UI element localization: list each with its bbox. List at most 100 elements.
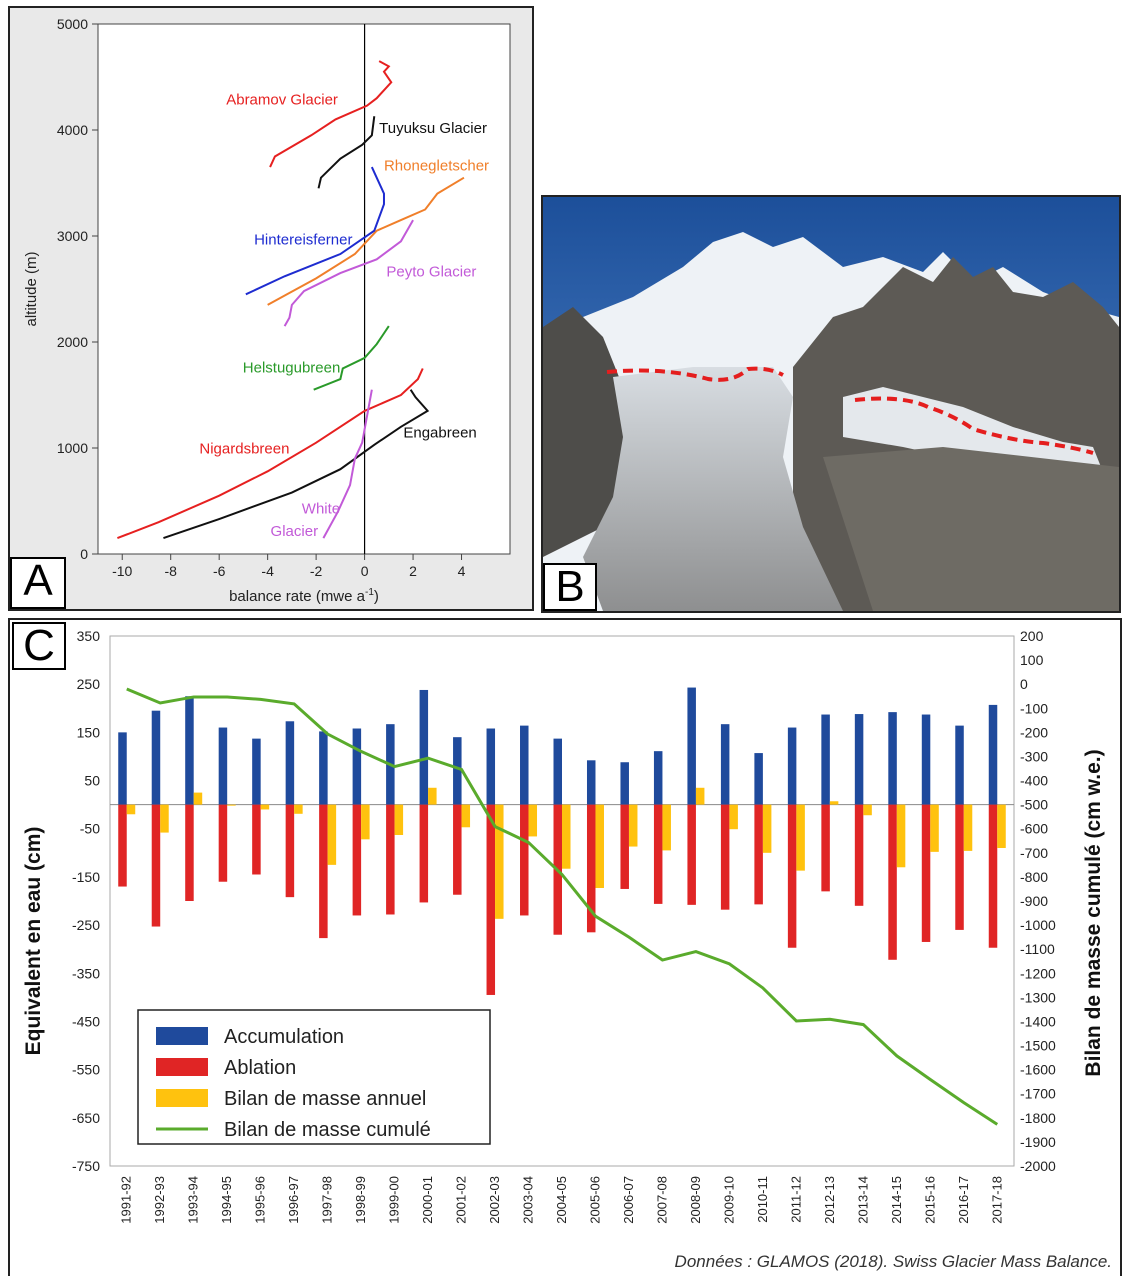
x-tick-label-c: 2009-10 — [721, 1176, 736, 1224]
glacier-photo — [543, 197, 1119, 611]
y-right-tick-label-c: 200 — [1020, 628, 1044, 644]
annual-balance-bar — [997, 804, 1006, 848]
x-tick-label-c: 2013-14 — [855, 1176, 870, 1224]
y-tick-label-c: 150 — [77, 724, 101, 740]
accumulation-bar — [955, 725, 964, 805]
annual-balance-bar — [294, 804, 303, 814]
accumulation-bar — [486, 728, 496, 805]
annual-balance-bar — [428, 787, 437, 805]
snowline-right — [854, 396, 1094, 455]
glacier-tongue — [583, 367, 843, 611]
y-right-tick-label-c: -1000 — [1020, 917, 1056, 933]
series-label-a: White — [302, 501, 340, 518]
ablation-bar — [520, 804, 529, 916]
y-right-tick-label-c: -800 — [1020, 869, 1048, 885]
ablation-bar — [151, 804, 161, 927]
snowline-left — [606, 366, 784, 382]
annual-balance-bar — [160, 804, 169, 833]
x-tick-label-a: 0 — [361, 563, 369, 579]
accumulation-bar — [352, 728, 362, 805]
accumulation-bar — [553, 738, 562, 805]
accumulation-bar — [888, 712, 897, 805]
annual-balance-bar — [863, 804, 872, 816]
y-tick-label-c: -50 — [80, 821, 100, 837]
ablation-bar — [821, 804, 830, 892]
x-tick-label-c: 2000-01 — [420, 1176, 435, 1224]
panel-c: 350 250 150 50 -50 -150 -250 -350 -450 -550 -650 -7… — [8, 618, 1122, 1276]
annual-balance-bar — [829, 801, 839, 805]
y-tick-label-c: -550 — [72, 1062, 100, 1078]
ablation-bar — [419, 804, 429, 903]
ablation-bar — [319, 804, 328, 939]
ablation-bar — [453, 804, 462, 895]
series-line-engabreen — [163, 389, 430, 540]
y-right-tick-label-c: -700 — [1020, 845, 1048, 861]
x-tick-label-c: 1994-95 — [219, 1176, 234, 1224]
ablation-bar — [252, 804, 261, 875]
series-line-hintereisferner — [245, 166, 385, 296]
y-tick-label-c: -450 — [72, 1013, 100, 1029]
x-tick-label-c: 1999-00 — [387, 1176, 402, 1224]
annual-balance-bar — [662, 804, 671, 851]
series-label-a: Helstugubreen — [243, 360, 341, 377]
x-tick-label-a: -4 — [261, 563, 274, 579]
annual-balance-bar — [796, 804, 805, 871]
y-tick-label-a: 0 — [80, 546, 88, 562]
y-right-tick-label-c: -1200 — [1020, 965, 1056, 981]
annual-balance-bar — [896, 804, 906, 868]
x-tick-label-a: 2 — [409, 563, 417, 579]
series-label-a: Abramov Glacier — [226, 92, 338, 109]
accumulation-bar — [118, 732, 127, 805]
x-tick-label-c: 2016-17 — [956, 1176, 971, 1224]
y-axis-label-c: Equivalent en eau (cm) — [22, 827, 45, 1056]
ablation-bar — [687, 804, 696, 905]
annual-balance-bar — [260, 804, 270, 810]
x-tick-label-c: 1995-96 — [253, 1176, 268, 1224]
accumulation-bar — [720, 724, 730, 805]
snow-field-right — [843, 387, 1103, 477]
x-tick-label-c: 1991-92 — [119, 1176, 134, 1224]
ablation-bar — [854, 804, 864, 906]
ablation-bar — [653, 804, 663, 904]
ablation-bar — [921, 804, 931, 942]
annual-balance-bar — [595, 804, 604, 888]
y-right-tick-label-c: -1800 — [1020, 1110, 1056, 1126]
accumulation-bar — [285, 721, 295, 805]
y-tick-label-c: -650 — [72, 1110, 100, 1126]
accumulation-bar — [988, 704, 998, 805]
panel-b-letter: B — [543, 563, 597, 611]
series-line-peyto-glacier — [283, 219, 414, 327]
series-line-abramov-glacier — [269, 60, 393, 168]
accumulation-bar — [787, 727, 797, 805]
x-tick-label-c: 1997-98 — [320, 1176, 335, 1224]
x-tick-label-c: 2006-07 — [621, 1176, 636, 1224]
series-line-tuyuksu-glacier — [317, 116, 376, 189]
x-tick-label-c: 2010-11 — [755, 1176, 770, 1223]
x-tick-label-c: 2015-16 — [922, 1176, 937, 1224]
ablation-bar — [352, 804, 362, 916]
y-right-tick-label-c: -1400 — [1020, 1013, 1056, 1029]
y-tick-label-a: 2000 — [57, 334, 88, 350]
y-right-tick-label-c: -1600 — [1020, 1062, 1056, 1078]
annual-balance-bar — [762, 804, 772, 853]
annual-balance-bar — [729, 804, 738, 830]
accumulation-bar — [620, 762, 629, 805]
rock-ridge-left — [543, 307, 633, 557]
annual-balance-bar — [495, 804, 504, 919]
accumulation-bar — [419, 689, 429, 805]
ablation-bar — [988, 804, 998, 948]
x-tick-label-a: -2 — [310, 563, 323, 579]
y-tick-label-c: -250 — [72, 917, 100, 933]
annual-balance-bar — [930, 804, 939, 852]
annual-balance-bar — [361, 804, 370, 840]
legend-label: Accumulation — [224, 1026, 344, 1048]
y-right-tick-label-c: -600 — [1020, 821, 1048, 837]
y-right-tick-label-c: -500 — [1020, 797, 1048, 813]
x-tick-label-a: -10 — [112, 563, 132, 579]
y-right-tick-label-c: -1300 — [1020, 989, 1056, 1005]
legend-label: Bilan de masse annuel — [224, 1088, 426, 1110]
accumulation-bar — [252, 738, 261, 805]
legend-label: Bilan de masse cumulé — [224, 1119, 431, 1141]
y-axis-label-a: altitude (m) — [23, 251, 40, 326]
annual-balance-bar — [227, 804, 236, 806]
